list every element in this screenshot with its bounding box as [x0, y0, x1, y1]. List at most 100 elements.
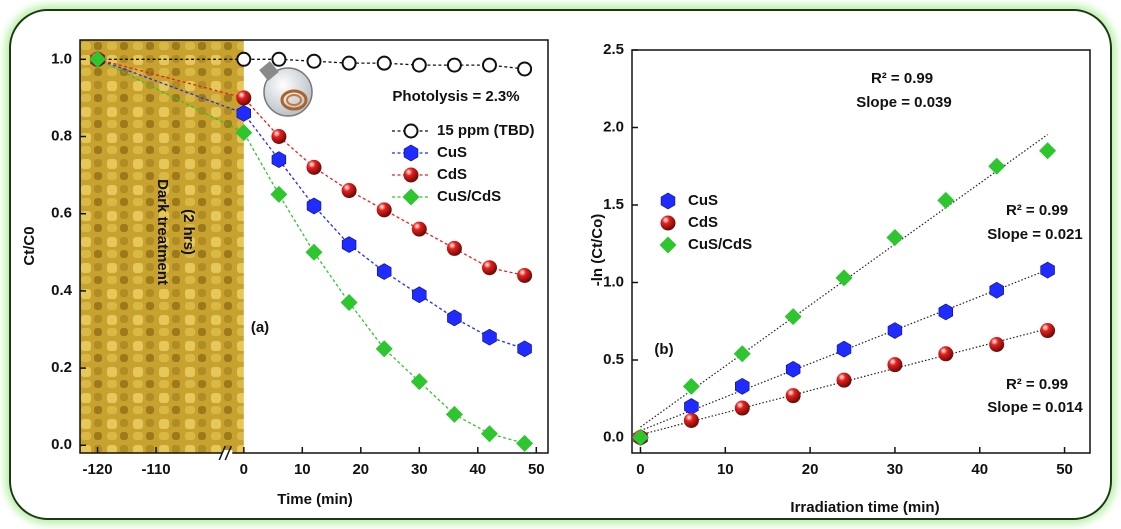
- annotation: Slope = 0.039: [856, 94, 951, 111]
- y-tick-label: 2.5: [603, 41, 624, 58]
- x-tick-label: -110: [141, 461, 170, 478]
- legend-label: 15 ppm (TBD): [437, 122, 535, 139]
- marker: [682, 377, 700, 395]
- marker: [375, 340, 393, 358]
- marker: [411, 57, 427, 73]
- marker: [447, 309, 462, 327]
- annotation: R² = 0.99: [871, 70, 933, 87]
- panel-label: (a): [251, 319, 269, 336]
- marker: [631, 429, 649, 446]
- x-tick-label: 40: [971, 461, 988, 478]
- fit-line: [640, 134, 1048, 428]
- marker: [340, 293, 358, 311]
- marker: [988, 157, 1006, 175]
- marker: [887, 322, 903, 339]
- marker: [1039, 142, 1057, 160]
- marker: [236, 90, 252, 106]
- marker: [271, 51, 287, 67]
- x-tick-label: 0: [240, 461, 248, 478]
- marker: [482, 260, 497, 276]
- legend-marker: [403, 167, 419, 183]
- annotation: R² = 0.99: [1006, 376, 1068, 393]
- marker: [271, 128, 287, 144]
- x-axis-label: Irradiation time (min): [790, 499, 939, 516]
- x-tick-label: 30: [411, 461, 428, 478]
- legend-marker: [659, 236, 677, 254]
- y-axis-label: Ct/C0: [21, 226, 38, 265]
- x-tick-label: 30: [887, 461, 904, 478]
- axis-break: [224, 445, 232, 461]
- y-tick-label: 0.0: [603, 428, 624, 445]
- marker: [89, 50, 107, 68]
- marker: [482, 328, 497, 346]
- marker: [938, 303, 954, 321]
- marker: [516, 434, 534, 452]
- plot-frame: [79, 39, 549, 454]
- marker: [271, 151, 287, 169]
- marker: [784, 308, 802, 326]
- marker: [376, 263, 392, 280]
- marker: [341, 183, 357, 199]
- marker: [735, 378, 750, 395]
- marker: [937, 191, 955, 209]
- legend-label: CdS: [688, 214, 718, 231]
- legend-label: CdS: [437, 166, 467, 183]
- marker: [376, 202, 392, 218]
- y-tick-label: 0.5: [603, 351, 624, 368]
- series-line: [97, 58, 525, 70]
- legend-marker: [402, 188, 420, 206]
- marker: [1040, 261, 1055, 279]
- x-tick-label: 20: [802, 461, 819, 478]
- annotation: Slope = 0.014: [987, 399, 1083, 416]
- annotation: Photolysis = 2.3%: [392, 88, 519, 105]
- marker: [733, 345, 751, 363]
- marker: [270, 185, 288, 203]
- marker: [734, 400, 750, 416]
- panel: -120 -110 0 10 20 30 40 50 0.0 0.2 0.4 0.6 0.8 1.0 Tim…: [21, 39, 549, 508]
- x-tick-label: 50: [1056, 461, 1073, 478]
- x-tick-label: 10: [294, 461, 311, 478]
- annotation: (2 hrs): [180, 209, 197, 255]
- marker: [938, 346, 954, 362]
- marker: [836, 340, 852, 358]
- y-tick-label: 1.0: [51, 50, 72, 67]
- x-tick-label: -120: [83, 461, 113, 478]
- marker: [411, 221, 427, 237]
- marker: [445, 405, 463, 423]
- annotation: R² = 0.99: [1006, 202, 1068, 219]
- y-tick-label: 0.4: [51, 282, 73, 299]
- marker: [785, 360, 801, 378]
- x-tick-label: 10: [717, 461, 734, 478]
- marker: [836, 372, 852, 388]
- marker: [886, 229, 904, 247]
- marker: [887, 357, 903, 373]
- x-tick-label: 20: [352, 461, 369, 478]
- axis-break: [218, 445, 226, 461]
- y-tick-label: 0.2: [51, 359, 72, 376]
- series-line: [97, 58, 525, 444]
- marker: [482, 57, 497, 73]
- legend-marker: [660, 192, 676, 210]
- legend: CuS CdS CuS/CdS: [688, 192, 752, 253]
- y-tick-label: 1.5: [603, 196, 624, 213]
- marker: [410, 373, 428, 391]
- legend-label: CuS/CdS: [688, 236, 752, 253]
- x-tick-label: 0: [636, 461, 644, 478]
- legend-marker: [403, 123, 419, 139]
- marker: [235, 124, 253, 142]
- marker: [517, 61, 533, 77]
- marker: [683, 412, 699, 428]
- marker: [236, 104, 252, 122]
- fit-line: [640, 269, 1048, 432]
- marker: [236, 51, 252, 67]
- legend: 15 ppm (TBD) CuS CdS CuS/CdS: [392, 122, 535, 205]
- annotation: Slope = 0.021: [987, 226, 1082, 243]
- marker: [306, 197, 322, 215]
- legend-marker: [403, 144, 419, 162]
- series-line: [97, 58, 525, 277]
- dark-region: [80, 40, 244, 453]
- panel-label: (b): [654, 341, 673, 358]
- marker: [785, 388, 801, 404]
